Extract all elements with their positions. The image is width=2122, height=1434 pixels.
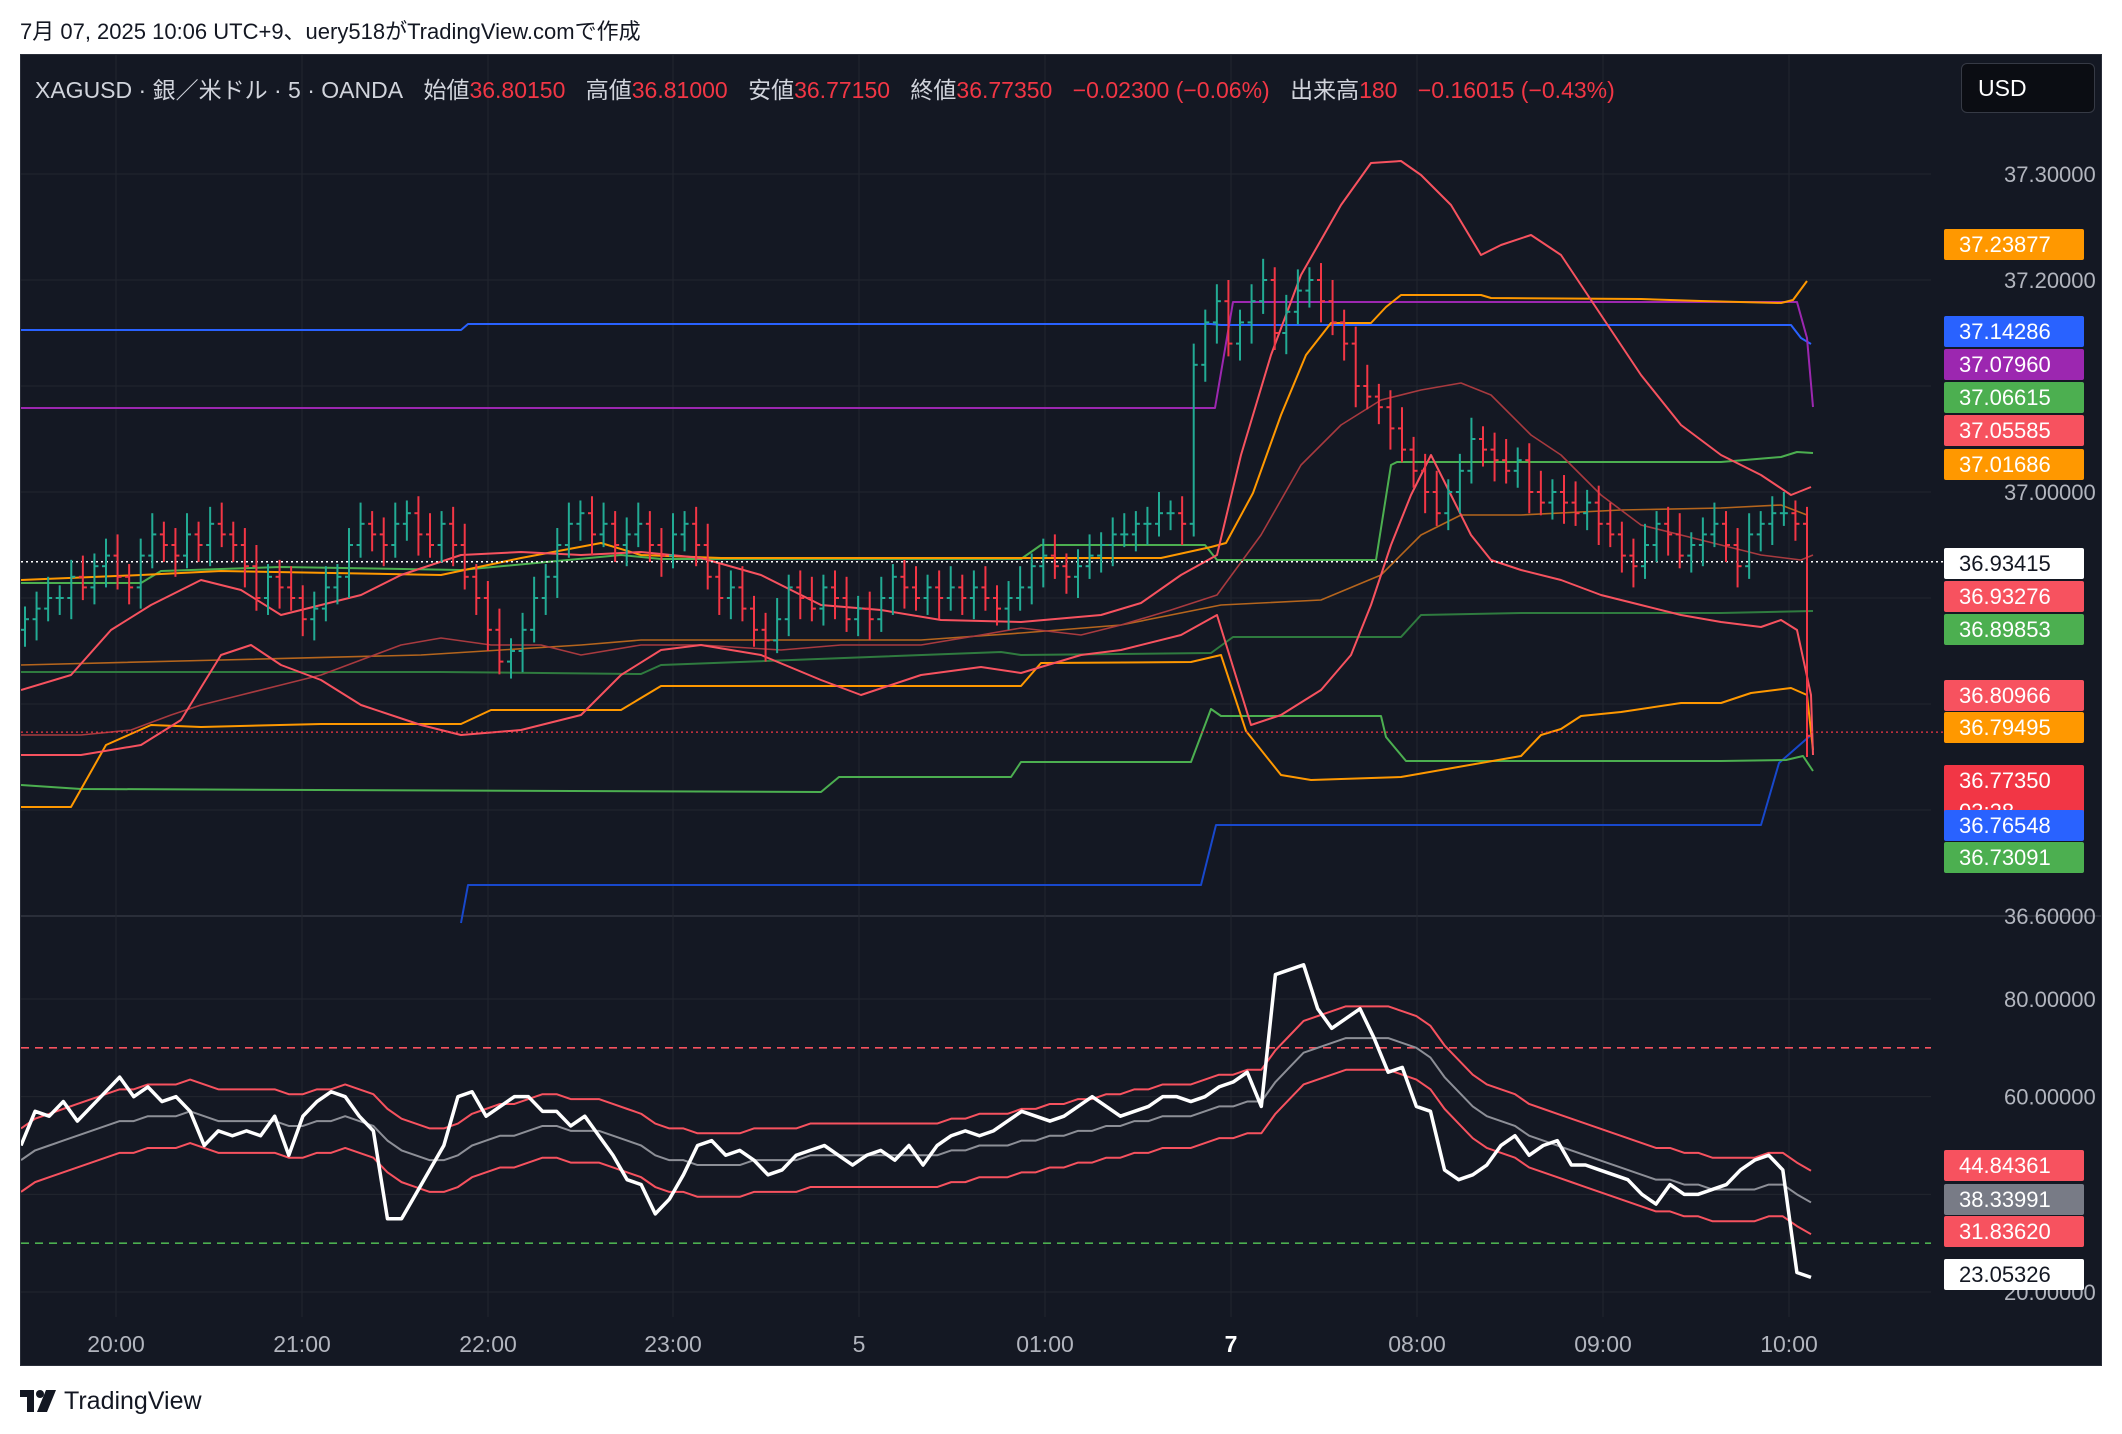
chart-caption: 7月 07, 2025 10:06 UTC+9、uery518がTradingV… bbox=[20, 19, 641, 44]
rsi-tick-label: 80.00000 bbox=[2004, 987, 2096, 1012]
price-label-box bbox=[1944, 316, 2084, 347]
rsi-ma-line bbox=[21, 1037, 1812, 1204]
price-label-box bbox=[1944, 349, 2084, 380]
price-label-text: 37.14286 bbox=[1959, 319, 2051, 344]
price-label-box bbox=[1944, 581, 2084, 612]
bollinger-upper bbox=[21, 160, 1812, 691]
x-tick-label: 22:00 bbox=[459, 1331, 517, 1357]
legend-close-label: 終値 bbox=[910, 77, 957, 103]
price-label-box bbox=[1944, 415, 2084, 446]
x-tick-label: 10:00 bbox=[1760, 1331, 1818, 1357]
legend-low-value: 36.77150 bbox=[794, 77, 891, 103]
rsi-label-text: 44.84361 bbox=[1959, 1153, 2051, 1178]
price-label-text: 36.79495 bbox=[1959, 715, 2051, 740]
rsi-band-upper bbox=[21, 1005, 1812, 1172]
legend-low-label: 安値 bbox=[748, 77, 795, 103]
rsi-label-box bbox=[1944, 1150, 2084, 1181]
tradingview-logo[interactable]: TradingView bbox=[20, 1386, 202, 1416]
symbol-legend: XAGUSD · 銀／米ドル · 5 · OANDA 始値36.80150 高値… bbox=[35, 71, 1615, 105]
x-tick-label: 5 bbox=[853, 1331, 866, 1357]
indicator-orange-upper bbox=[21, 280, 1808, 581]
price-label-box bbox=[1944, 229, 2084, 260]
rsi-band-lower bbox=[21, 1068, 1812, 1236]
legend-close-value: 36.77350 bbox=[956, 77, 1053, 103]
x-tick-label: 20:00 bbox=[87, 1331, 145, 1357]
legend-change: −0.02300 (−0.06%) bbox=[1072, 77, 1270, 103]
price-label-box bbox=[1944, 842, 2084, 873]
x-tick-label: 23:00 bbox=[644, 1331, 702, 1357]
chart-frame[interactable]: 37.30000 37.20000 37.00000 36.60000 80.00000… bbox=[20, 54, 2102, 1366]
price-label-text: 37.07960 bbox=[1959, 352, 2051, 377]
rsi-label-box bbox=[1944, 1259, 2084, 1290]
price-chart-svg[interactable]: 37.30000 37.20000 37.00000 36.60000 80.00000… bbox=[21, 55, 2101, 1365]
x-tick-label: 7 bbox=[1225, 1331, 1238, 1357]
rsi-label-box bbox=[1944, 1184, 2084, 1215]
price-label-box bbox=[1944, 614, 2084, 645]
rsi-line bbox=[21, 963, 1812, 1280]
price-label-text: 36.77350 bbox=[1959, 768, 2051, 793]
x-tick-label: 21:00 bbox=[273, 1331, 331, 1357]
indicator-green-lower bbox=[21, 708, 1814, 793]
indicator-green-mid bbox=[21, 610, 1814, 675]
price-label-text: 36.93415 bbox=[1959, 551, 2051, 576]
indicator-orange-mid bbox=[21, 504, 1808, 666]
rsi-label-text: 31.83620 bbox=[1959, 1219, 2051, 1244]
indicator-orange-lower bbox=[21, 654, 1814, 808]
rsi-label-text: 38.33991 bbox=[1959, 1187, 2051, 1212]
price-label-box bbox=[1944, 810, 2084, 841]
legend-volume-change: −0.16015 (−0.43%) bbox=[1417, 77, 1615, 103]
rsi-label-text: 23.05326 bbox=[1959, 1262, 2051, 1287]
price-label-text: 37.01686 bbox=[1959, 452, 2051, 477]
indicator-blue-upper bbox=[21, 323, 1812, 345]
tradingview-logo-text: TradingView bbox=[64, 1386, 202, 1415]
price-label-text: 37.05585 bbox=[1959, 418, 2051, 443]
legend-volume-value: 180 bbox=[1359, 77, 1398, 103]
bollinger-basis bbox=[21, 382, 1814, 736]
price-label-text: 37.06615 bbox=[1959, 385, 2051, 410]
legend-volume-label: 出来高 bbox=[1290, 77, 1360, 103]
price-label-text: 36.76548 bbox=[1959, 813, 2051, 838]
price-label-box bbox=[1944, 548, 2084, 579]
price-label-text: 37.23877 bbox=[1959, 232, 2051, 257]
y-tick-label: 37.20000 bbox=[2004, 268, 2096, 293]
price-label-box bbox=[1944, 712, 2084, 743]
price-label-text: 36.80966 bbox=[1959, 683, 2051, 708]
legend-open-label: 始値 bbox=[423, 77, 470, 103]
rsi-tick-label: 60.00000 bbox=[2004, 1085, 2096, 1110]
price-label-box bbox=[1944, 680, 2084, 711]
indicator-purple-line bbox=[21, 301, 1814, 409]
legend-high-label: 高値 bbox=[585, 77, 632, 103]
indicator-green-upper bbox=[21, 451, 1814, 584]
bollinger-lower bbox=[21, 454, 1814, 756]
price-label-box bbox=[1944, 449, 2084, 480]
x-tick-label: 08:00 bbox=[1388, 1331, 1446, 1357]
y-tick-label: 37.30000 bbox=[2004, 162, 2096, 187]
y-tick-label: 37.00000 bbox=[2004, 480, 2096, 505]
price-label-box bbox=[1944, 382, 2084, 413]
x-tick-label: 09:00 bbox=[1574, 1331, 1632, 1357]
price-label-text: 36.89853 bbox=[1959, 617, 2051, 642]
x-tick-label: 01:00 bbox=[1016, 1331, 1074, 1357]
rsi-label-box bbox=[1944, 1216, 2084, 1247]
legend-high-value: 36.81000 bbox=[631, 77, 728, 103]
legend-symbol[interactable]: XAGUSD · 銀／米ドル · 5 · OANDA bbox=[35, 77, 404, 103]
price-label-text: 36.73091 bbox=[1959, 845, 2051, 870]
legend-open-value: 36.80150 bbox=[469, 77, 566, 103]
currency-button[interactable]: USD bbox=[1961, 63, 2095, 113]
indicator-navy-lower bbox=[460, 734, 1812, 924]
price-label-text: 36.93276 bbox=[1959, 584, 2051, 609]
y-tick-label: 36.60000 bbox=[2004, 904, 2096, 929]
tradingview-logo-icon bbox=[20, 1390, 56, 1412]
